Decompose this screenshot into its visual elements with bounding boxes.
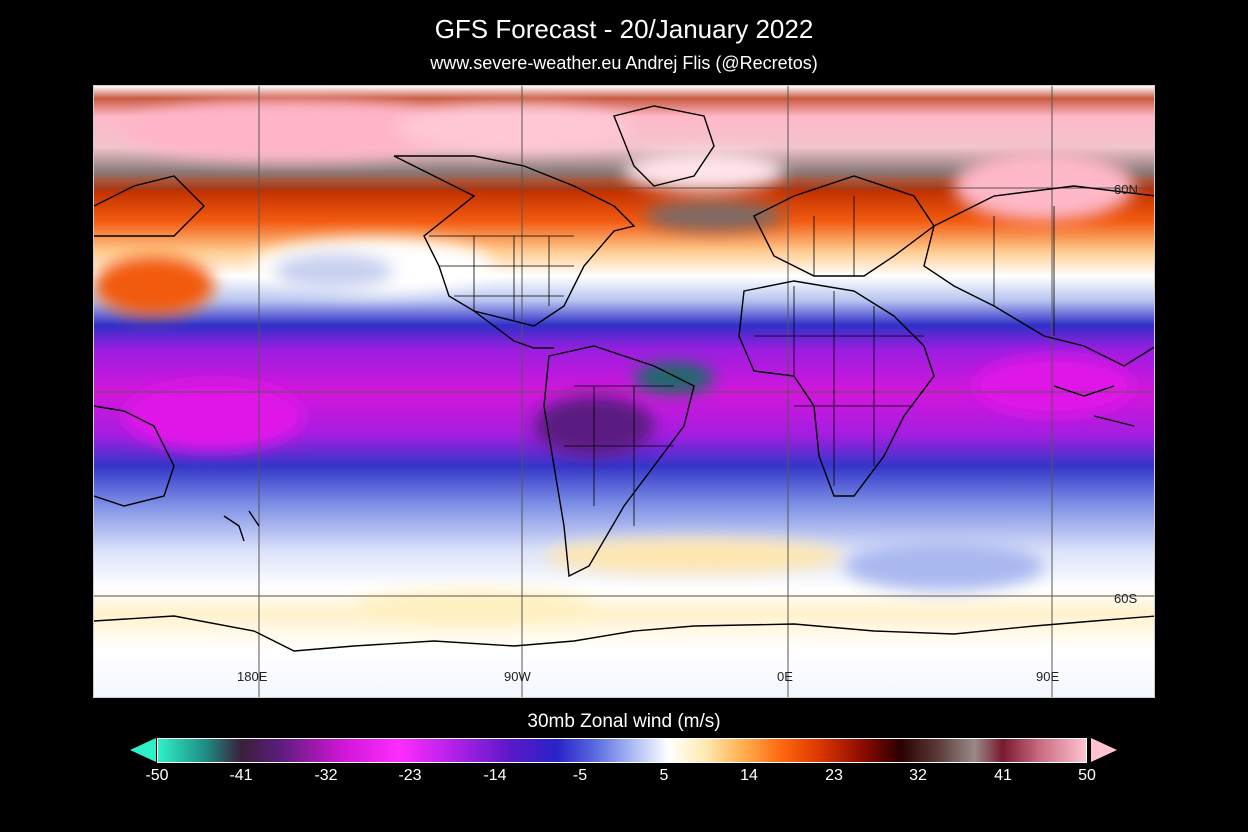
wind-map	[93, 85, 1155, 698]
chart-subtitle: www.severe-weather.eu Andrej Flis (@Recr…	[430, 53, 818, 73]
colorbar-max-arrow	[1091, 738, 1117, 762]
colorbar-tick: -23	[398, 767, 422, 784]
lat-label-60n: 60N	[1114, 182, 1138, 197]
colorbar-tick: -41	[229, 767, 253, 784]
lat-label-60s: 60S	[1114, 591, 1138, 606]
colorbar	[157, 738, 1087, 763]
colorbar-tick: -32	[314, 767, 338, 784]
colorbar-tick: -14	[483, 767, 507, 784]
colorbar-tick: 41	[994, 767, 1012, 784]
colorbar-tick: 50	[1078, 767, 1096, 784]
wind-map-canvas	[94, 86, 1154, 697]
colorbar-tick: -5	[572, 767, 588, 784]
lon-label-0e: 0E	[777, 669, 793, 684]
colorbar-tick: 23	[825, 767, 843, 784]
colorbar-tick: 5	[659, 767, 669, 784]
colorbar-tick: 14	[740, 767, 758, 784]
wind-field-detail	[94, 101, 1134, 622]
colorbar-title: 30mb Zonal wind (m/s)	[527, 711, 721, 732]
lon-label-180e: 180E	[237, 669, 268, 684]
colorbar-min-arrow	[130, 738, 156, 762]
country-borders	[429, 196, 1055, 526]
lon-label-90w: 90W	[504, 669, 531, 684]
coastlines	[94, 105, 1154, 652]
lon-label-90e: 90E	[1036, 669, 1060, 684]
colorbar-tick: -50	[145, 767, 169, 784]
chart-title: GFS Forecast - 20/January 2022	[434, 14, 814, 44]
graticule	[94, 86, 1154, 697]
colorbar-tick: 32	[909, 767, 927, 784]
